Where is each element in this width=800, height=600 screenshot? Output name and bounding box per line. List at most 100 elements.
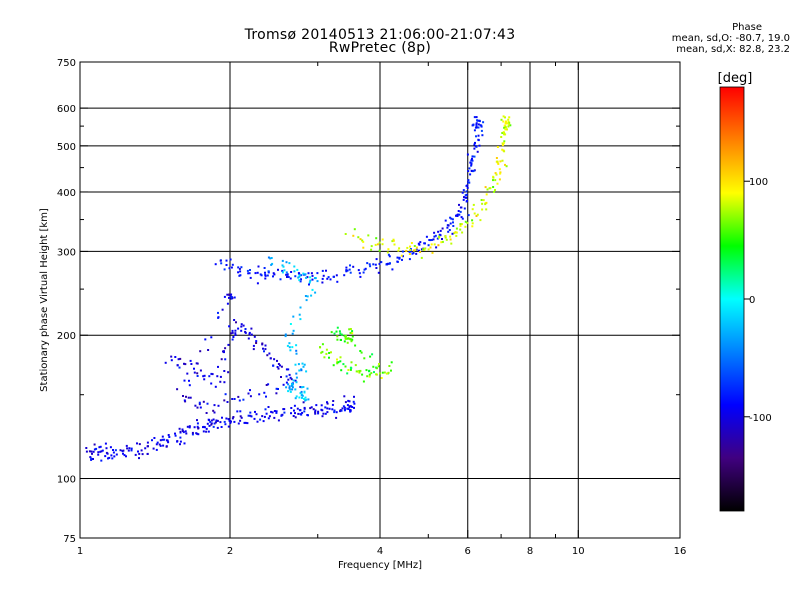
data-point [441, 227, 444, 230]
data-point [280, 365, 283, 368]
data-point [319, 346, 321, 349]
data-point [230, 266, 233, 269]
data-point [296, 268, 299, 271]
data-point [495, 157, 498, 159]
data-point [170, 359, 173, 362]
data-point [234, 332, 237, 335]
data-point [231, 398, 234, 400]
data-point [367, 234, 370, 237]
data-point [473, 116, 476, 119]
data-point [320, 404, 323, 407]
data-point [293, 270, 296, 273]
data-point [300, 278, 302, 281]
data-point [444, 235, 447, 238]
data-point [473, 147, 476, 150]
data-point [240, 323, 243, 326]
data-point [441, 238, 443, 240]
data-point [302, 273, 305, 276]
data-point [272, 364, 275, 367]
data-point [393, 243, 396, 246]
data-point [370, 245, 373, 248]
data-point [294, 397, 297, 400]
data-point [138, 443, 141, 446]
data-point [345, 270, 348, 273]
data-point [436, 237, 439, 240]
data-point [472, 169, 475, 172]
data-point [463, 196, 465, 199]
data-point [375, 373, 378, 376]
data-point [170, 355, 173, 358]
data-point [349, 328, 352, 330]
data-point [303, 363, 306, 366]
data-point [413, 245, 416, 247]
data-point [363, 268, 366, 271]
data-point [255, 413, 258, 416]
data-point [368, 263, 371, 266]
data-point [475, 122, 478, 125]
data-point [88, 450, 91, 453]
data-point [357, 236, 360, 239]
data-point [325, 348, 328, 351]
data-point [344, 337, 347, 340]
data-point [269, 357, 272, 360]
data-point [285, 375, 288, 378]
data-point [470, 162, 473, 165]
data-point [203, 378, 206, 381]
data-point [350, 361, 353, 364]
data-point [287, 368, 290, 371]
data-point [285, 386, 288, 389]
data-point [293, 265, 296, 268]
data-point [206, 422, 209, 425]
data-point [351, 335, 354, 338]
data-point [186, 372, 189, 375]
data-point [187, 396, 190, 399]
data-point [387, 248, 390, 251]
data-point [476, 213, 479, 216]
data-point [471, 155, 474, 158]
data-point [359, 238, 362, 241]
x-tick-label: 8 [527, 546, 533, 557]
data-point [273, 358, 276, 361]
data-point [415, 248, 418, 251]
data-point [125, 444, 128, 447]
data-point [304, 273, 307, 276]
data-point [504, 128, 507, 131]
data-point [137, 450, 139, 453]
data-point [499, 172, 502, 175]
y-tick-label: 750 [57, 58, 76, 69]
data-point [480, 199, 483, 201]
colorbar-tick-label: 100 [749, 177, 768, 188]
data-point [377, 271, 380, 274]
y-axis-label: Stationary phase Virtual Height [km] [39, 208, 50, 392]
data-point [104, 442, 107, 445]
data-point [252, 344, 255, 347]
data-point [330, 351, 332, 354]
data-point [249, 269, 251, 271]
data-point [324, 406, 327, 409]
data-point [178, 366, 181, 369]
chart-subtitle: RwPretec (8p) [328, 40, 432, 56]
data-point [287, 383, 290, 386]
data-point [503, 124, 506, 127]
data-point [229, 258, 232, 261]
data-point [439, 229, 442, 232]
data-point [294, 363, 297, 366]
data-point [226, 293, 229, 296]
data-point [183, 399, 186, 402]
data-point [504, 163, 506, 166]
data-point [339, 360, 342, 363]
data-point [369, 265, 372, 268]
data-point [239, 410, 242, 413]
data-point [297, 276, 300, 279]
data-point [505, 120, 507, 123]
data-point [391, 268, 394, 271]
data-point [353, 395, 355, 398]
data-point [267, 417, 270, 420]
data-point [217, 404, 220, 407]
data-point [444, 236, 447, 239]
data-point [219, 380, 222, 383]
data-point [322, 412, 325, 415]
data-point [343, 274, 346, 277]
data-point [472, 203, 475, 206]
x-tick-label: 10 [572, 546, 585, 557]
